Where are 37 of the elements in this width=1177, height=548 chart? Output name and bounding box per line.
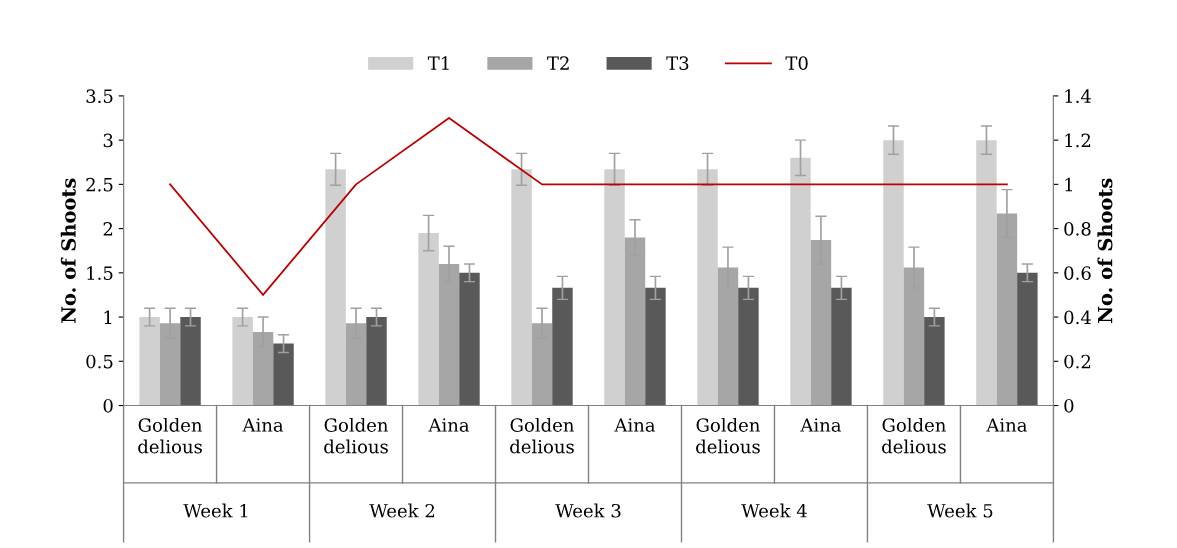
x-tick-label: Golden delious bbox=[324, 417, 389, 454]
text: Week 3 bbox=[555, 503, 621, 518]
x-tick-label: Aina bbox=[614, 418, 656, 432]
y2-tick-label: 0.4 bbox=[1064, 310, 1091, 325]
y2-tick-label: 0.6 bbox=[1064, 266, 1091, 280]
y-tick-label: 2 bbox=[103, 222, 113, 236]
x-tick-label: Golden delious bbox=[696, 417, 760, 454]
y2-tick-label: 0.2 bbox=[1064, 354, 1091, 369]
legend-label: T0 bbox=[785, 56, 808, 70]
y-tick-label: 2.5 bbox=[86, 177, 113, 192]
text: Week 1 bbox=[183, 503, 248, 518]
x-tick-label: Aina bbox=[986, 418, 1028, 432]
x-tick-label: Golden delious bbox=[882, 417, 946, 454]
y-tick-label: 0.5 bbox=[86, 354, 113, 369]
y-tick-label: 3.5 bbox=[86, 89, 113, 104]
y2-tick-label: 1.2 bbox=[1065, 133, 1091, 148]
legend-label: T2 bbox=[547, 56, 569, 70]
x-tick-label: Golden delious bbox=[138, 417, 203, 454]
x-tick-label: Aina bbox=[242, 418, 284, 432]
legend-label: T1 bbox=[427, 56, 449, 70]
y2-tick-label: 1 bbox=[1065, 177, 1073, 192]
y-tick-label: 3 bbox=[103, 133, 113, 148]
legend-label: T3 bbox=[666, 56, 689, 70]
text: Week 4 bbox=[741, 503, 807, 518]
x-tick-label: Aina bbox=[800, 418, 842, 432]
y2-tick-label: 0.8 bbox=[1064, 222, 1091, 236]
y-tick-label: 1 bbox=[104, 310, 112, 324]
text: Week 2 bbox=[369, 503, 435, 518]
y-tick-label: 1.5 bbox=[87, 266, 113, 280]
y-axis-title: No. of Shoots bbox=[60, 178, 76, 323]
x-tick-label: Aina bbox=[428, 418, 470, 432]
text: Week 5 bbox=[927, 503, 993, 518]
y-tick-label: 0 bbox=[103, 398, 113, 413]
y2-axis-title: No. of Shoots bbox=[1097, 178, 1113, 323]
y2-tick-label: 1.4 bbox=[1065, 89, 1091, 104]
x-tick-label: Golden delious bbox=[510, 417, 574, 454]
y2-tick-label: 0 bbox=[1064, 398, 1074, 413]
